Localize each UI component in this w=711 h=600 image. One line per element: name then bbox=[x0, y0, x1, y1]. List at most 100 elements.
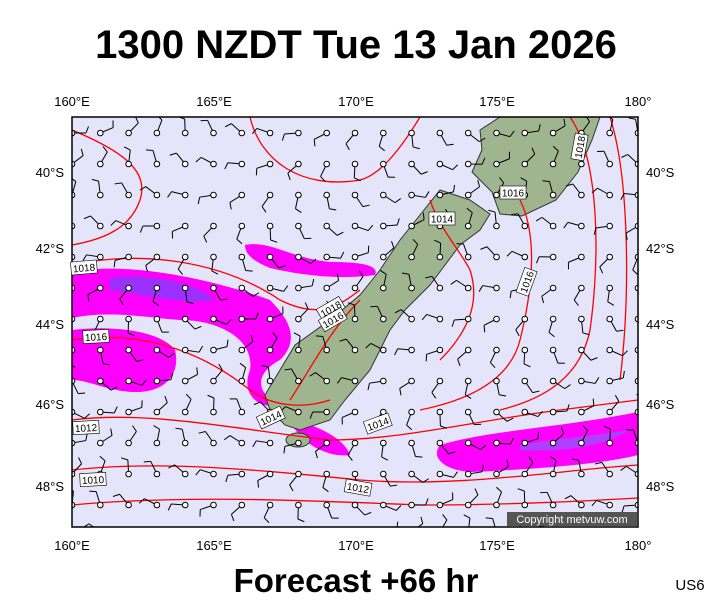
barb-station bbox=[521, 470, 529, 478]
wind-barbs bbox=[56, 117, 641, 547]
barb-flag bbox=[252, 292, 260, 297]
barb-flag bbox=[564, 495, 572, 500]
barb-station bbox=[436, 284, 444, 292]
barb-flag bbox=[340, 251, 345, 259]
barb-flag bbox=[625, 233, 628, 241]
barb-station bbox=[464, 129, 472, 137]
barb-flag bbox=[85, 433, 88, 441]
barb-station bbox=[323, 377, 331, 385]
barb-flag bbox=[261, 206, 267, 213]
barb-flag bbox=[481, 464, 485, 472]
barb-station bbox=[97, 408, 104, 416]
barb-flag bbox=[523, 363, 531, 368]
barb-flag bbox=[253, 401, 261, 406]
barb-station bbox=[69, 529, 75, 535]
barb-flag bbox=[485, 517, 493, 520]
barb-station bbox=[635, 529, 641, 535]
barb-flag bbox=[483, 325, 486, 333]
barb-flag bbox=[56, 289, 58, 296]
barb-flag bbox=[399, 388, 402, 396]
barb-station bbox=[493, 160, 500, 168]
barb-station bbox=[97, 253, 104, 261]
barb-flag bbox=[560, 427, 565, 434]
barb-flag bbox=[509, 437, 514, 445]
barb-station bbox=[154, 529, 160, 535]
barb-station bbox=[549, 408, 557, 416]
barb-station bbox=[464, 222, 472, 230]
barb-flag bbox=[453, 471, 458, 478]
barb-flag bbox=[85, 126, 90, 134]
barb-station bbox=[578, 470, 585, 478]
barb-flag bbox=[621, 154, 628, 158]
barb-flag bbox=[194, 325, 202, 330]
barb-flag bbox=[82, 254, 87, 262]
barb-flag bbox=[336, 377, 342, 384]
barb-station bbox=[238, 470, 246, 478]
barb-staff bbox=[115, 529, 129, 532]
barb-station bbox=[266, 129, 274, 137]
barb-station bbox=[521, 501, 529, 509]
barb-station bbox=[238, 439, 246, 447]
barb-station bbox=[238, 501, 246, 509]
barb-station bbox=[549, 253, 557, 261]
barb-flag bbox=[143, 460, 151, 463]
barb-flag bbox=[367, 383, 370, 391]
barb-station bbox=[125, 284, 132, 292]
barb-staff bbox=[173, 532, 185, 540]
barb-flag bbox=[309, 372, 316, 377]
barb-flag bbox=[478, 137, 486, 143]
barb-station bbox=[578, 346, 585, 354]
barb-flag bbox=[218, 363, 223, 371]
barb-station bbox=[182, 529, 188, 535]
barb-flag bbox=[440, 425, 448, 429]
barb-flag bbox=[80, 148, 84, 156]
barb-flag bbox=[111, 529, 115, 535]
barb-flag bbox=[358, 270, 364, 277]
barb-staff bbox=[65, 520, 72, 532]
barb-flag bbox=[197, 197, 201, 205]
barb-flag bbox=[272, 332, 278, 339]
barb-staff bbox=[355, 532, 369, 534]
barb-flag bbox=[87, 294, 90, 302]
barb-station bbox=[408, 408, 415, 416]
barb-flag bbox=[420, 171, 428, 175]
barb-station bbox=[380, 346, 387, 354]
barb-station bbox=[437, 529, 443, 535]
barb-station bbox=[266, 501, 274, 509]
barb-station bbox=[351, 129, 359, 137]
barb-flag bbox=[198, 345, 203, 353]
barb-station bbox=[549, 284, 557, 292]
barb-station bbox=[295, 470, 302, 478]
barb-station bbox=[521, 129, 529, 137]
barb-station bbox=[521, 315, 529, 323]
barb-station bbox=[464, 377, 472, 385]
barb-station bbox=[408, 191, 415, 199]
barb-flag bbox=[594, 377, 600, 384]
barb-station bbox=[295, 129, 302, 137]
barb-station bbox=[606, 377, 614, 385]
barb-flag bbox=[421, 314, 428, 321]
barb-flag bbox=[593, 227, 597, 235]
barb-flag bbox=[590, 357, 598, 361]
barb-flag bbox=[273, 546, 280, 547]
isobar-label-group: 1014 bbox=[428, 211, 456, 226]
barb-station bbox=[521, 222, 529, 230]
barb-station bbox=[323, 253, 331, 261]
barb-flag bbox=[571, 458, 579, 461]
barb-station bbox=[125, 377, 132, 385]
barb-station bbox=[493, 346, 500, 354]
barb-flag bbox=[167, 191, 173, 198]
barb-station bbox=[210, 191, 217, 199]
barb-station bbox=[493, 315, 500, 323]
barb-flag bbox=[167, 503, 172, 511]
isobar-label-group: 1016 bbox=[499, 185, 527, 200]
barb-flag bbox=[354, 177, 361, 182]
barb-flag bbox=[250, 334, 254, 342]
barb-station bbox=[606, 284, 614, 292]
lon-label-top: 175°E bbox=[479, 94, 515, 109]
lon-label-top: 165°E bbox=[196, 94, 232, 109]
barb-flag bbox=[520, 177, 527, 182]
barb-station bbox=[125, 470, 132, 478]
isobar-label: 1016 bbox=[85, 332, 108, 344]
barb-station bbox=[153, 470, 161, 478]
